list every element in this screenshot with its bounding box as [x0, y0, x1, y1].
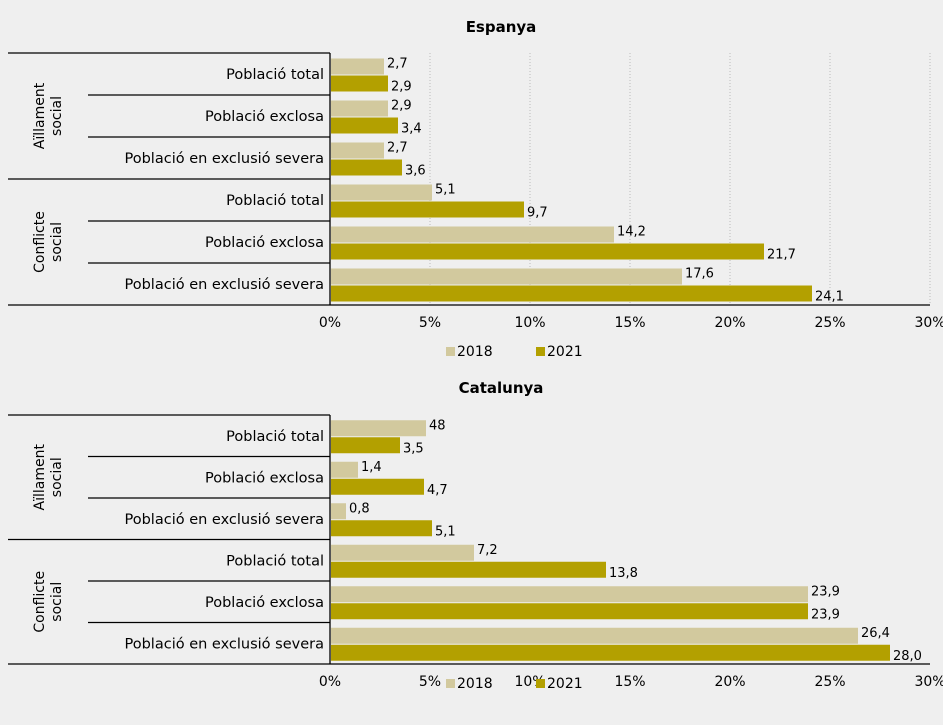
- chart-0: Espanya 0% 5% 10% 15% 20% 25% 30% Aïllamentsocia…: [8, 18, 943, 360]
- legend-label: 2021: [547, 344, 583, 360]
- bar-2021: [331, 117, 398, 134]
- data-label: 0,8: [349, 501, 370, 516]
- category-label: Població exclosa: [205, 235, 324, 251]
- data-label: 21,7: [767, 248, 796, 263]
- x-tick-label: 20%: [714, 315, 745, 331]
- x-tick-label: 15%: [614, 674, 645, 690]
- data-label: 26,4: [861, 626, 890, 641]
- bar-2018: [331, 142, 384, 159]
- category-label: Població total: [226, 553, 324, 569]
- bar-2021: [331, 201, 524, 218]
- data-label: 14,2: [617, 225, 646, 240]
- x-tick-label: 5%: [419, 674, 441, 690]
- legend-swatch-2021: [536, 679, 545, 688]
- category-label: Població total: [226, 429, 324, 445]
- data-label: 7,2: [477, 543, 498, 558]
- data-label: 3,4: [401, 122, 422, 137]
- legend-swatch-2018: [446, 347, 455, 356]
- x-tick-label: 15%: [614, 315, 645, 331]
- category-label: Població exclosa: [205, 109, 324, 125]
- bar-2018: [331, 184, 432, 201]
- bar-2018: [331, 268, 682, 285]
- data-label: 1,4: [361, 460, 382, 475]
- bar-2018: [331, 503, 346, 520]
- data-label: 2,9: [391, 99, 412, 114]
- x-tick-label: 20%: [714, 674, 745, 690]
- data-label: 28,0: [893, 649, 922, 664]
- bar-2018: [331, 544, 474, 561]
- bar-2021: [331, 561, 606, 578]
- group-label: Conflictesocial: [32, 211, 65, 273]
- data-label: 5,1: [435, 524, 456, 539]
- bar-2018: [331, 58, 384, 75]
- chart-title: Catalunya: [459, 379, 544, 397]
- data-label: 3,6: [405, 164, 426, 179]
- data-label: 23,9: [811, 584, 840, 599]
- bar-2018: [331, 461, 358, 478]
- x-tick-label: 5%: [419, 315, 441, 331]
- bar-2021: [331, 520, 432, 537]
- bar-2021: [331, 75, 388, 92]
- bar-2021: [331, 285, 812, 302]
- group-label: Conflictesocial: [32, 571, 65, 633]
- bar-2018: [331, 627, 858, 644]
- bar-2021: [331, 437, 400, 454]
- category-label: Població en exclusió severa: [125, 636, 325, 652]
- group-label: Aïllamentsocial: [32, 444, 65, 511]
- bar-2021: [331, 644, 890, 661]
- x-tick-label: 0%: [319, 315, 341, 331]
- data-label: 2,9: [391, 80, 412, 95]
- data-label: 13,8: [609, 566, 638, 581]
- group-label: Aïllamentsocial: [32, 82, 65, 149]
- x-tick-label: 0%: [319, 674, 341, 690]
- data-label: 2,7: [387, 141, 408, 156]
- data-label: 3,5: [403, 441, 424, 456]
- category-label: Població exclosa: [205, 470, 324, 486]
- data-label: 2,7: [387, 57, 408, 72]
- category-label: Població en exclusió severa: [125, 151, 325, 167]
- bar-2018: [331, 226, 614, 243]
- bar-2021: [331, 243, 764, 260]
- data-label: 23,9: [811, 607, 840, 622]
- x-tick-label: 25%: [814, 315, 845, 331]
- data-label: 48: [429, 418, 446, 433]
- legend-label: 2018: [457, 676, 493, 692]
- bar-2021: [331, 603, 808, 620]
- chart-title: Espanya: [466, 18, 537, 36]
- x-tick-label: 30%: [914, 315, 943, 331]
- data-label: 9,7: [527, 206, 548, 221]
- category-label: Població total: [226, 67, 324, 83]
- x-tick-label: 10%: [514, 315, 545, 331]
- category-label: Població en exclusió severa: [125, 512, 325, 528]
- category-label: Població total: [226, 193, 324, 209]
- x-tick-label: 30%: [914, 674, 943, 690]
- data-label: 4,7: [427, 483, 448, 498]
- legend-swatch-2021: [536, 347, 545, 356]
- x-tick-label: 25%: [814, 674, 845, 690]
- bar-2018: [331, 420, 426, 437]
- category-label: Població exclosa: [205, 595, 324, 611]
- category-label: Població en exclusió severa: [125, 277, 325, 293]
- bar-2021: [331, 478, 424, 495]
- bar-2018: [331, 586, 808, 603]
- bar-2018: [331, 100, 388, 117]
- data-label: 5,1: [435, 183, 456, 198]
- legend-swatch-2018: [446, 679, 455, 688]
- legend-label: 2018: [457, 344, 493, 360]
- legend-label: 2021: [547, 676, 583, 692]
- data-label: 17,6: [685, 267, 714, 282]
- bar-2021: [331, 159, 402, 176]
- data-label: 24,1: [815, 290, 844, 305]
